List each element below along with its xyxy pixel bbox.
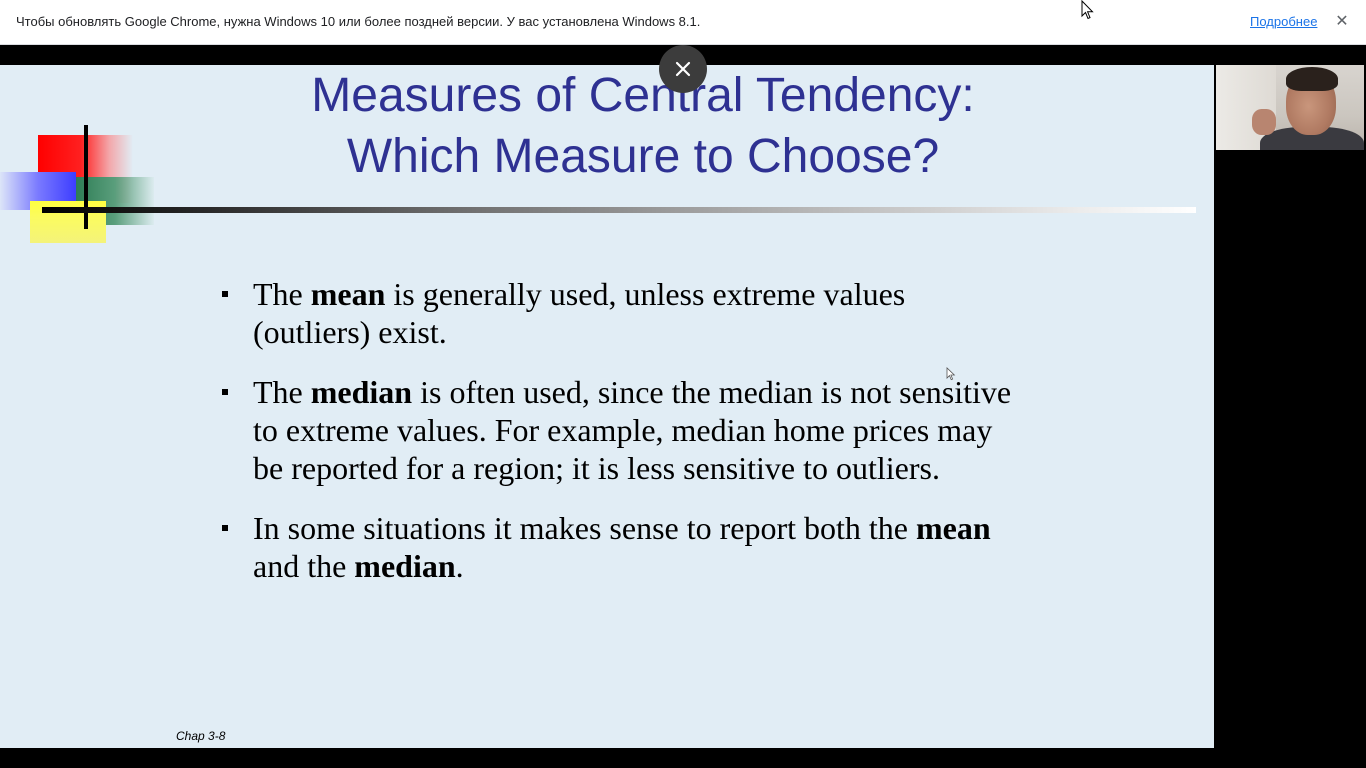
slide-title-line-1: Measures of Central Tendency: (311, 69, 975, 122)
learn-more-link[interactable]: Подробнее (1250, 14, 1318, 29)
bullet-text: and the (253, 548, 355, 584)
bullet-item-median: The median is often used, since the medi… (220, 373, 1020, 487)
close-overlay-button[interactable] (659, 45, 707, 93)
close-icon (675, 61, 691, 77)
slide-footer: Chap 3-8 (176, 729, 226, 743)
bullet-marker (222, 291, 228, 297)
bullet-text: . (455, 548, 464, 584)
mouse-pointer-icon (946, 367, 956, 381)
bullet-text: is generally used, unless extreme values… (253, 276, 906, 350)
bullet-text: is often used, since the median is not s… (253, 374, 1012, 486)
bullet-marker (222, 525, 228, 531)
bullet-list: The mean is generally used, unless extre… (220, 275, 1020, 607)
webcam-person-hand (1252, 109, 1276, 135)
infobar-message: Чтобы обновлять Google Chrome, нужна Win… (16, 14, 701, 29)
close-icon[interactable]: ✕ (1335, 11, 1349, 30)
webcam-person-body (1260, 127, 1364, 150)
webcam-video (1216, 65, 1364, 150)
bullet-item-mean: The mean is generally used, unless extre… (220, 275, 1020, 351)
bullet-item-both: In some situations it makes sense to rep… (220, 509, 1020, 585)
bullet-text: The (253, 374, 311, 410)
bullet-text: The (253, 276, 311, 312)
slide-decoration-vertical-line (84, 125, 88, 229)
webcam-person-hair (1286, 67, 1338, 91)
bullet-bold-term: mean (310, 276, 386, 312)
mouse-pointer-icon (1081, 0, 1094, 20)
bullet-bold-term: median (354, 548, 456, 584)
bullet-text: In some situations it makes sense to rep… (253, 510, 916, 546)
slide-title-line-2: Which Measure to Choose? (346, 130, 940, 183)
slide-title: Measures of Central Tendency: Which Meas… (190, 65, 1096, 187)
bullet-bold-term: median (310, 374, 413, 410)
bullet-marker (222, 389, 228, 395)
bullet-bold-term: mean (916, 510, 991, 546)
slide-title-underline (42, 207, 1196, 213)
presentation-slide: Measures of Central Tendency: Which Meas… (0, 65, 1214, 748)
chrome-update-infobar: Чтобы обновлять Google Chrome, нужна Win… (0, 0, 1366, 45)
